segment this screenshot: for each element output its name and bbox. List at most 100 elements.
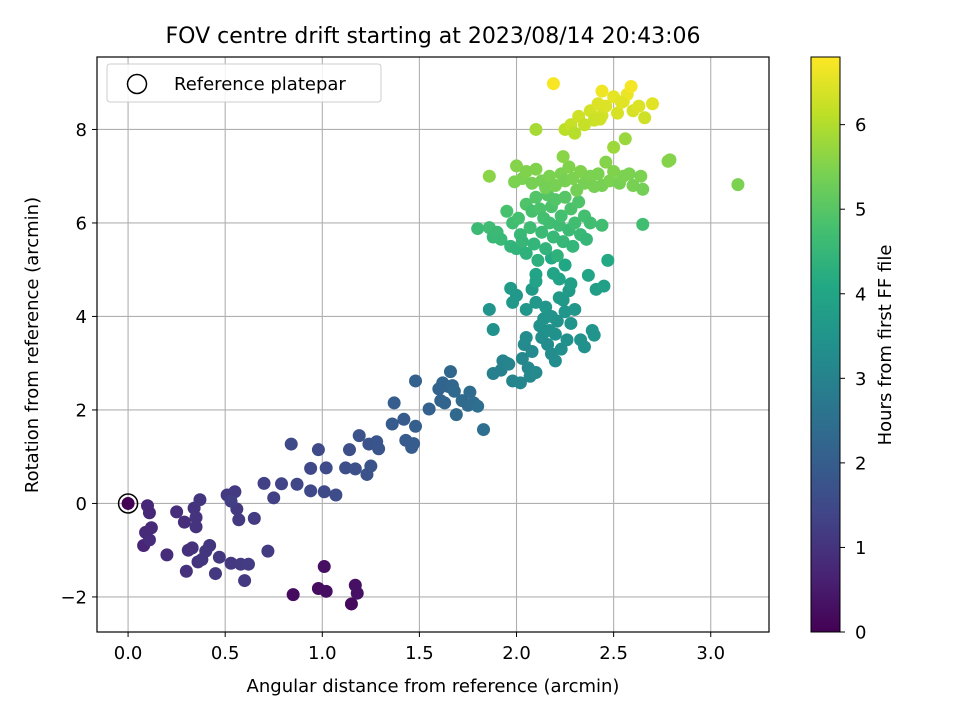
data-point (372, 442, 386, 456)
legend-marker (126, 73, 148, 95)
data-point (527, 237, 541, 251)
data-point (160, 548, 174, 562)
data-point (548, 354, 562, 368)
data-point (543, 216, 557, 230)
data-point (548, 327, 562, 341)
data-point (142, 506, 156, 520)
data-point (511, 211, 525, 225)
data-point (409, 374, 423, 388)
data-point (319, 461, 333, 475)
data-point (179, 564, 193, 578)
data-point (539, 181, 553, 195)
data-point (591, 167, 605, 181)
data-point (317, 485, 331, 499)
legend-box (106, 63, 382, 103)
x-tick-label: 3.0 (696, 643, 725, 664)
data-point (601, 253, 615, 267)
data-point (661, 154, 675, 168)
data-point (350, 586, 364, 600)
x-axis-label: Angular distance from reference (arcmin) (247, 676, 620, 697)
x-tick-label: 1.5 (405, 643, 434, 664)
data-point (611, 106, 625, 120)
data-point (624, 79, 638, 93)
colorbar-tick-label: 4 (855, 284, 866, 305)
data-point (548, 179, 562, 193)
data-point (564, 316, 578, 330)
data-point (224, 556, 238, 570)
data-point (546, 266, 560, 280)
colorbar-tick-label: 2 (855, 453, 866, 474)
data-point (558, 258, 572, 272)
data-point (471, 399, 485, 413)
data-point (510, 288, 524, 302)
data-point (568, 302, 582, 316)
data-point (595, 218, 609, 232)
data-point (121, 496, 135, 510)
y-tick-label: 6 (76, 213, 87, 234)
data-point (523, 221, 537, 235)
data-point (554, 342, 568, 356)
colorbar-ticks: 0 1 2 3 4 5 6 (840, 115, 866, 644)
data-point (560, 333, 574, 347)
y-tick-label: 4 (76, 307, 87, 328)
data-point (583, 216, 597, 230)
data-point (558, 305, 572, 319)
data-point (574, 165, 588, 179)
colorbar-gradient (810, 56, 841, 633)
data-point (447, 384, 461, 398)
data-point (595, 84, 609, 98)
x-tick-label: 0.5 (211, 643, 240, 664)
data-point (543, 169, 557, 183)
data-point (463, 385, 477, 399)
data-point (438, 396, 452, 410)
data-point (597, 279, 611, 293)
data-point (232, 513, 246, 527)
y-axis-ticks: −2 0 2 4 6 8 (60, 120, 97, 608)
data-point (519, 246, 533, 260)
data-point (581, 268, 595, 282)
x-tick-label: 1.0 (308, 643, 337, 664)
x-axis-ticks: 0.0 0.5 1.0 1.5 2.0 2.5 3.0 (114, 632, 725, 664)
plot-frame (96, 56, 770, 633)
colorbar-tick-label: 5 (855, 200, 866, 221)
data-point (539, 300, 553, 314)
data-point (352, 429, 366, 443)
legend: Reference platepar (106, 63, 382, 103)
data-point (304, 484, 318, 498)
data-point (443, 365, 457, 379)
data-point (364, 459, 378, 473)
data-point (622, 167, 636, 181)
data-point (311, 443, 325, 457)
data-point (556, 235, 570, 249)
data-point (546, 230, 560, 244)
data-point (409, 419, 423, 433)
data-point (599, 155, 613, 169)
data-point (529, 295, 543, 309)
data-point (529, 122, 543, 136)
data-point (224, 494, 238, 508)
colorbar-label: Hours from first FF file (875, 245, 896, 446)
data-point (482, 302, 496, 316)
data-point (556, 150, 570, 164)
data-point (636, 182, 650, 196)
data-point (519, 165, 533, 179)
data-point (449, 408, 463, 422)
data-point (568, 216, 582, 230)
data-point (529, 274, 543, 288)
data-point (525, 176, 539, 190)
reference-point (117, 493, 139, 514)
data-point (645, 97, 659, 111)
data-point (618, 132, 632, 146)
data-point (257, 476, 271, 490)
data-point (385, 417, 399, 431)
data-point (572, 195, 586, 209)
y-tick-label: 0 (76, 494, 87, 515)
data-point (607, 165, 621, 179)
data-point (510, 159, 524, 173)
data-point (558, 190, 572, 204)
data-point (525, 345, 539, 359)
data-point (593, 112, 607, 126)
data-point (241, 557, 255, 571)
data-point (519, 330, 533, 344)
